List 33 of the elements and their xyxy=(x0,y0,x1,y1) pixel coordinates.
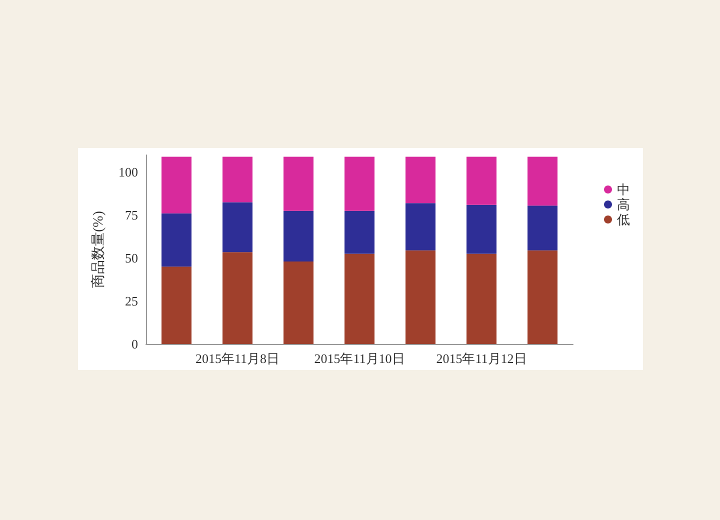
bar xyxy=(344,254,374,344)
x-tick-label: 2015年11月10日 xyxy=(314,351,405,366)
bar xyxy=(406,156,436,204)
legend-label: 高 xyxy=(617,197,630,212)
y-axis-title: 商品数量(%) xyxy=(90,210,106,288)
legend-label: 中 xyxy=(617,182,630,197)
bar xyxy=(466,204,496,254)
y-tick-label: 25 xyxy=(125,294,138,309)
bar xyxy=(466,156,496,205)
x-tick-label: 2015年11月8日 xyxy=(195,351,280,366)
bar xyxy=(406,250,436,344)
bar xyxy=(284,262,314,344)
bar xyxy=(222,202,252,252)
bar xyxy=(344,156,374,211)
bar xyxy=(466,254,496,344)
bar xyxy=(528,250,558,344)
bar xyxy=(162,156,192,214)
bar xyxy=(344,210,374,254)
x-tick-label: 2015年11月12日 xyxy=(436,351,527,366)
bar xyxy=(222,156,252,202)
bar xyxy=(284,156,314,211)
legend-label: 低 xyxy=(617,212,630,227)
bar xyxy=(222,252,252,344)
bar xyxy=(528,206,558,250)
y-tick-label: 0 xyxy=(132,336,138,352)
bar xyxy=(284,210,314,262)
y-tick-label: 100 xyxy=(118,164,138,180)
y-tick-label: 50 xyxy=(125,250,138,266)
bar xyxy=(528,156,558,206)
bar xyxy=(406,203,436,250)
bar xyxy=(162,266,192,344)
bar xyxy=(162,213,192,267)
y-tick-label: 75 xyxy=(125,208,138,223)
